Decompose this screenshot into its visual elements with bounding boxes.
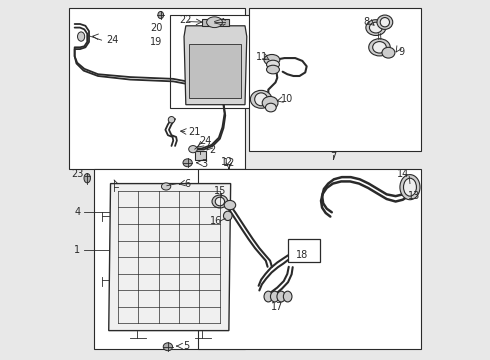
Text: 19: 19 xyxy=(150,37,162,47)
Text: 9: 9 xyxy=(398,46,404,57)
Ellipse shape xyxy=(270,291,279,302)
Ellipse shape xyxy=(262,96,278,109)
Ellipse shape xyxy=(264,54,280,65)
Ellipse shape xyxy=(373,41,386,53)
Text: 21: 21 xyxy=(188,127,200,136)
Text: 8: 8 xyxy=(364,17,370,27)
Text: 14: 14 xyxy=(397,169,409,179)
Ellipse shape xyxy=(377,15,393,30)
Ellipse shape xyxy=(380,18,390,27)
Ellipse shape xyxy=(212,195,228,208)
Text: 1: 1 xyxy=(74,245,80,255)
Bar xyxy=(170,15,252,108)
Polygon shape xyxy=(184,26,247,105)
Text: 13: 13 xyxy=(408,191,420,201)
Text: 15: 15 xyxy=(215,186,227,196)
Text: 18: 18 xyxy=(296,250,309,260)
Ellipse shape xyxy=(267,60,279,69)
Text: 7: 7 xyxy=(330,152,336,162)
Ellipse shape xyxy=(215,197,224,206)
Ellipse shape xyxy=(283,291,292,302)
Text: 20: 20 xyxy=(150,23,162,33)
Ellipse shape xyxy=(77,32,85,41)
Bar xyxy=(69,8,245,169)
Text: 6: 6 xyxy=(185,179,191,189)
Polygon shape xyxy=(202,19,229,26)
Text: 4: 4 xyxy=(74,207,80,217)
Ellipse shape xyxy=(366,20,386,36)
Text: 17: 17 xyxy=(271,302,283,312)
Text: 22: 22 xyxy=(179,15,192,26)
Ellipse shape xyxy=(250,90,272,108)
Text: 12: 12 xyxy=(222,158,235,168)
Ellipse shape xyxy=(277,291,286,302)
Bar xyxy=(95,169,245,348)
Ellipse shape xyxy=(168,117,175,123)
Ellipse shape xyxy=(185,161,191,165)
Ellipse shape xyxy=(189,145,197,153)
Bar xyxy=(288,239,320,262)
Ellipse shape xyxy=(400,175,420,200)
Ellipse shape xyxy=(403,178,416,196)
Ellipse shape xyxy=(165,344,171,349)
Ellipse shape xyxy=(267,65,279,74)
Text: 3: 3 xyxy=(202,159,208,169)
Ellipse shape xyxy=(84,174,91,183)
Text: 24: 24 xyxy=(199,136,212,145)
Polygon shape xyxy=(109,184,231,330)
Bar xyxy=(190,44,242,98)
Bar xyxy=(195,150,205,159)
Text: 23: 23 xyxy=(71,169,83,179)
Ellipse shape xyxy=(382,47,395,58)
Text: 11: 11 xyxy=(256,52,269,62)
Text: 2: 2 xyxy=(209,144,215,154)
Ellipse shape xyxy=(368,39,390,56)
Ellipse shape xyxy=(207,17,222,28)
Bar xyxy=(198,169,421,348)
Ellipse shape xyxy=(264,291,272,302)
Text: 24: 24 xyxy=(106,35,119,45)
Text: 5: 5 xyxy=(183,341,189,351)
Ellipse shape xyxy=(224,201,236,210)
Ellipse shape xyxy=(266,103,276,112)
Ellipse shape xyxy=(183,159,192,167)
Ellipse shape xyxy=(255,93,268,106)
Ellipse shape xyxy=(161,183,171,190)
Ellipse shape xyxy=(369,22,382,33)
Bar xyxy=(248,8,421,151)
Ellipse shape xyxy=(163,343,172,351)
Ellipse shape xyxy=(158,12,164,19)
Text: 10: 10 xyxy=(281,94,294,104)
Text: 12: 12 xyxy=(221,157,233,167)
Ellipse shape xyxy=(223,211,232,221)
Text: 16: 16 xyxy=(210,216,222,226)
